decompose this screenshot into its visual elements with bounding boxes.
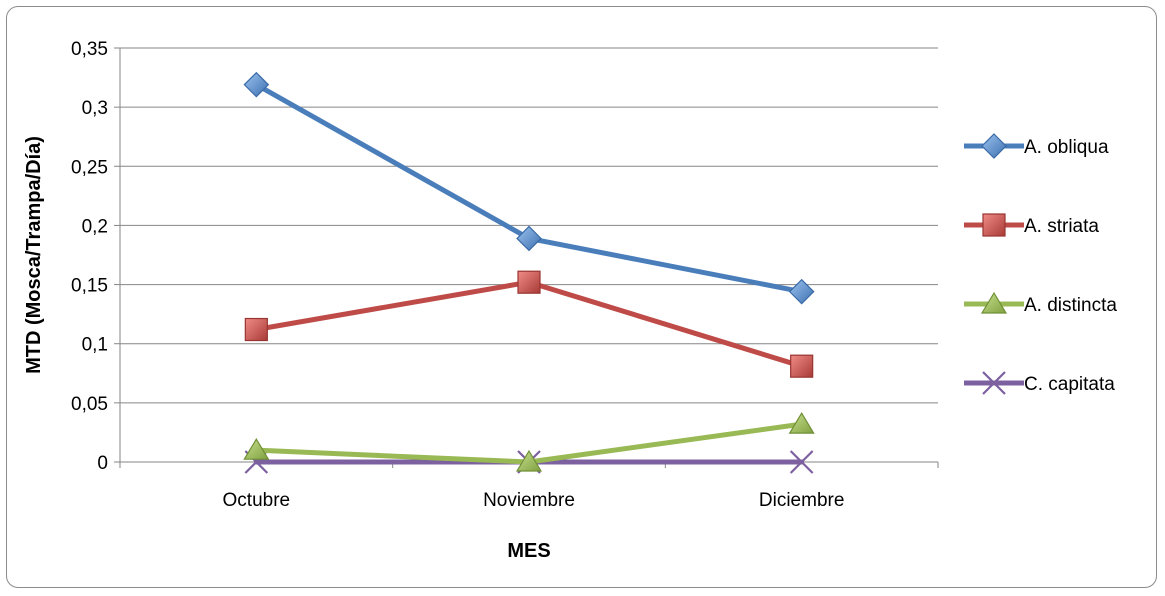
- data-point: [788, 411, 815, 434]
- axis-labels: MES MTD (Mosca/Trampa/Día): [23, 136, 551, 562]
- y-tick-label: 0,15: [71, 276, 108, 297]
- y-tick-label: 0: [97, 453, 108, 474]
- legend-marker: [982, 371, 1006, 395]
- data-point: [516, 225, 542, 252]
- legend-entry: A. distincta: [964, 291, 1117, 316]
- legend-entry: A. obliqua: [964, 133, 1109, 159]
- data-point: [244, 317, 268, 342]
- x-tick-label: Diciembre: [759, 490, 845, 511]
- legend-entry: C. capitata: [964, 371, 1115, 395]
- legend-label: A. striata: [1024, 216, 1099, 237]
- legend-marker: [981, 133, 1007, 159]
- x-axis-title: MES: [507, 540, 550, 562]
- series-a-obliqua: [243, 71, 815, 305]
- series-line: [253, 279, 805, 369]
- data-point: [517, 270, 541, 294]
- y-axis-title: MTD (Mosca/Trampa/Día): [23, 136, 45, 374]
- data-point: [243, 438, 270, 460]
- legend-label: C. capitata: [1024, 374, 1115, 395]
- y-tick-label: 0,25: [71, 157, 108, 178]
- legend-marker: [980, 291, 1008, 314]
- legend-marker: [982, 213, 1006, 237]
- y-tick-label: 0,1: [82, 335, 108, 356]
- y-tick-label: 0,3: [82, 98, 108, 119]
- series-a-striata: [244, 270, 814, 378]
- legend: A. obliqua A. striata A. distincta C. capit…: [964, 133, 1117, 395]
- gridlines: [120, 47, 938, 404]
- data-point: [243, 71, 270, 98]
- data-point: [788, 278, 815, 305]
- legend-label: A. distincta: [1024, 295, 1117, 316]
- data-point: [789, 450, 814, 474]
- legend-entry: A. striata: [964, 213, 1099, 237]
- y-tick-label: 0,35: [71, 39, 108, 60]
- y-tick-label: 0,2: [82, 216, 108, 237]
- series-line: [253, 82, 805, 295]
- x-tick-label: Noviembre: [483, 490, 575, 511]
- series: [243, 71, 815, 474]
- series-a-distincta: [243, 411, 815, 472]
- legend-label: A. obliqua: [1024, 137, 1109, 158]
- data-point: [515, 449, 543, 472]
- x-tick-label: Octubre: [223, 490, 291, 511]
- axes: 0 0,05 0,1 0,15 0,2 0,25 0,3 0,35 Octubre Noviemb…: [71, 39, 939, 511]
- y-tick-label: 0,05: [71, 394, 108, 415]
- data-point: [790, 354, 814, 378]
